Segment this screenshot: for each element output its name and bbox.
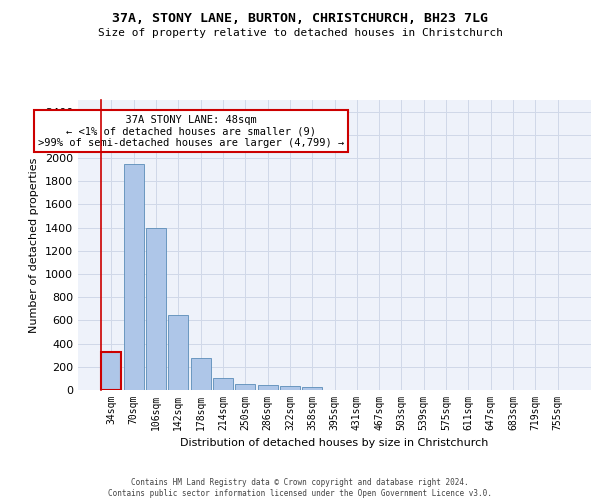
Text: 37A, STONY LANE, BURTON, CHRISTCHURCH, BH23 7LG: 37A, STONY LANE, BURTON, CHRISTCHURCH, B… (112, 12, 488, 26)
Bar (101, 352, 121, 390)
Bar (146, 228, 166, 390)
Bar (168, 314, 188, 390)
Text: 37A STONY LANE: 48sqm  
← <1% of detached houses are smaller (9)
>99% of semi-de: 37A STONY LANE: 48sqm ← <1% of detached … (38, 114, 344, 148)
Text: Size of property relative to detached houses in Christchurch: Size of property relative to detached ho… (97, 28, 503, 38)
Bar (191, 358, 211, 390)
Y-axis label: Number of detached properties: Number of detached properties (29, 158, 40, 332)
Text: Contains HM Land Registry data © Crown copyright and database right 2024.
Contai: Contains HM Land Registry data © Crown c… (108, 478, 492, 498)
X-axis label: Distribution of detached houses by size in Christchurch: Distribution of detached houses by size … (181, 438, 488, 448)
Bar (280, 386, 300, 390)
Bar (257, 385, 278, 390)
Bar (213, 378, 233, 390)
Bar (235, 384, 255, 390)
Bar (124, 164, 144, 390)
Bar (302, 387, 322, 390)
